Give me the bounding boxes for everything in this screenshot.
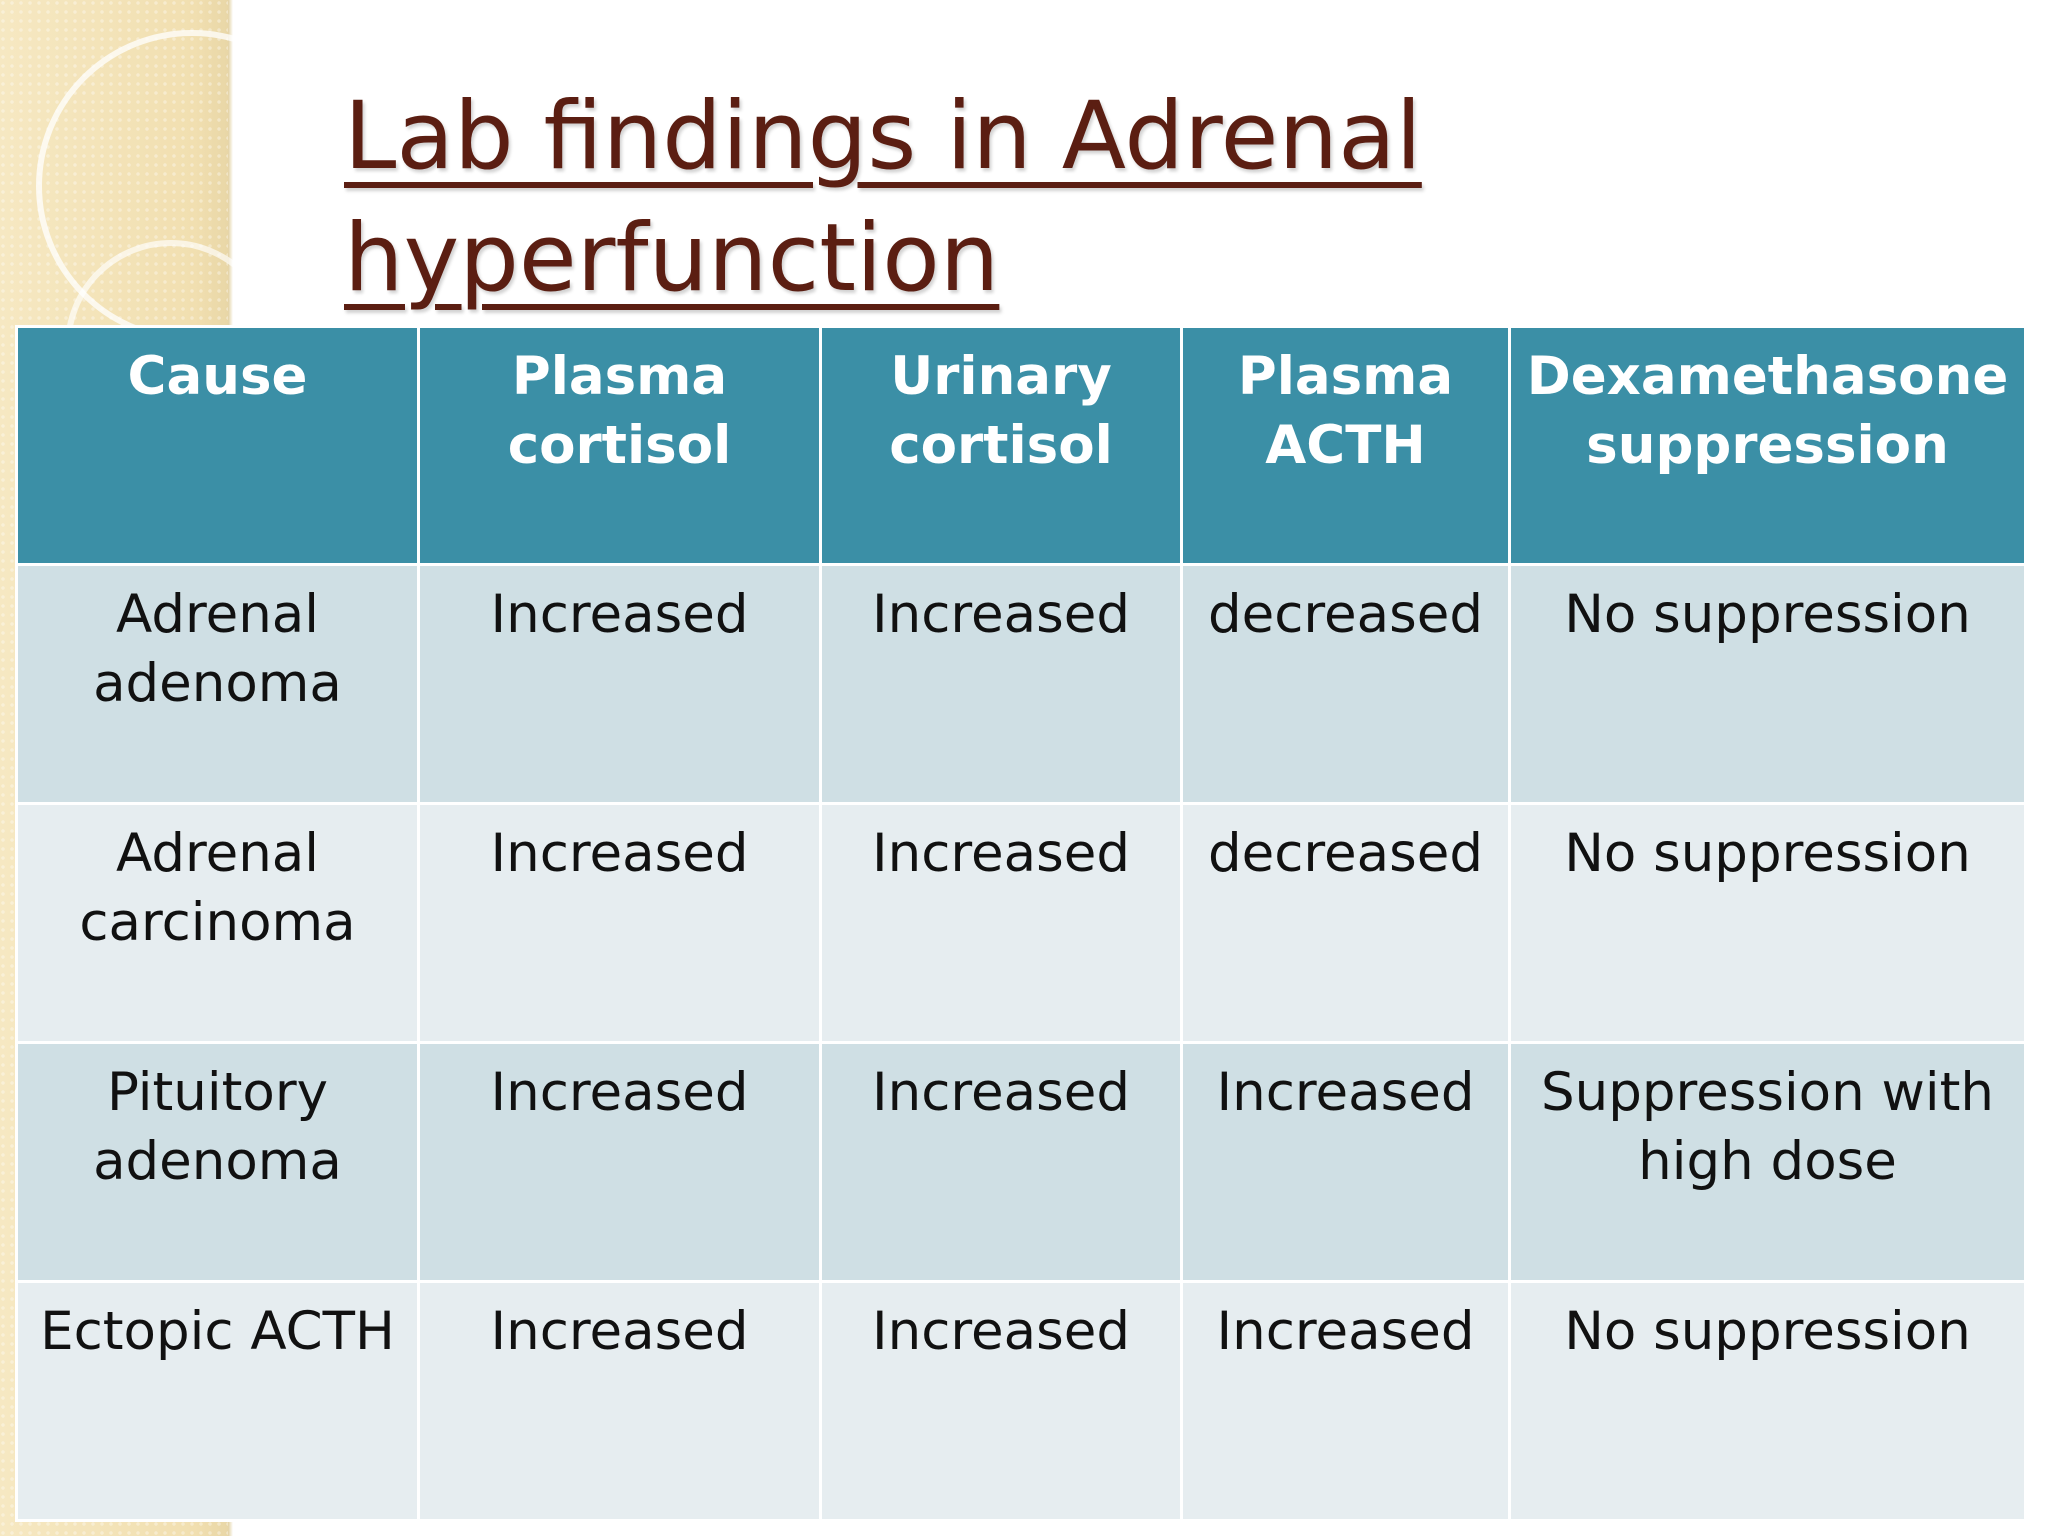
cell-plasma-cortisol: Increased bbox=[417, 1041, 822, 1283]
header-cause: Cause bbox=[15, 325, 420, 566]
cell-urinary-cortisol: Increased bbox=[819, 563, 1183, 805]
cell-cause: Ectopic ACTH bbox=[15, 1280, 420, 1522]
cell-plasma-cortisol: Increased bbox=[417, 802, 822, 1044]
table-row: Adrenal carcinoma Increased Increased de… bbox=[15, 802, 2027, 1044]
lab-findings-table-container: Cause Plasma cortisol Urinary cortisol P… bbox=[15, 325, 2027, 1522]
header-plasma-acth: Plasma ACTH bbox=[1180, 325, 1511, 566]
header-dexamethasone-suppression: Dexamethasone suppression bbox=[1508, 325, 2027, 566]
cell-plasma-cortisol: Increased bbox=[417, 1280, 822, 1522]
header-urinary-cortisol: Urinary cortisol bbox=[819, 325, 1183, 566]
cell-plasma-acth: Increased bbox=[1180, 1041, 1511, 1283]
cell-cause: Adrenal carcinoma bbox=[15, 802, 420, 1044]
cell-dexamethasone-suppression: No suppression bbox=[1508, 802, 2027, 1044]
cell-urinary-cortisol: Increased bbox=[819, 1280, 1183, 1522]
table-header-row: Cause Plasma cortisol Urinary cortisol P… bbox=[15, 325, 2027, 566]
cell-cause: Adrenal adenoma bbox=[15, 563, 420, 805]
lab-findings-table: Cause Plasma cortisol Urinary cortisol P… bbox=[15, 325, 2027, 1522]
header-plasma-cortisol: Plasma cortisol bbox=[417, 325, 822, 566]
cell-dexamethasone-suppression: No suppression bbox=[1508, 563, 2027, 805]
cell-cause: Pituitory adenoma bbox=[15, 1041, 420, 1283]
cell-plasma-acth: decreased bbox=[1180, 563, 1511, 805]
table-row: Pituitory adenoma Increased Increased In… bbox=[15, 1041, 2027, 1283]
cell-plasma-cortisol: Increased bbox=[417, 563, 822, 805]
table-row: Ectopic ACTH Increased Increased Increas… bbox=[15, 1280, 2027, 1522]
cell-plasma-acth: Increased bbox=[1180, 1280, 1511, 1522]
cell-urinary-cortisol: Increased bbox=[819, 802, 1183, 1044]
cell-dexamethasone-suppression: Suppression with high dose bbox=[1508, 1041, 2027, 1283]
table-row: Adrenal adenoma Increased Increased decr… bbox=[15, 563, 2027, 805]
cell-urinary-cortisol: Increased bbox=[819, 1041, 1183, 1283]
cell-plasma-acth: decreased bbox=[1180, 802, 1511, 1044]
slide-title: Lab findings in Adrenal hyperfunction bbox=[344, 82, 1422, 313]
cell-dexamethasone-suppression: No suppression bbox=[1508, 1280, 2027, 1522]
